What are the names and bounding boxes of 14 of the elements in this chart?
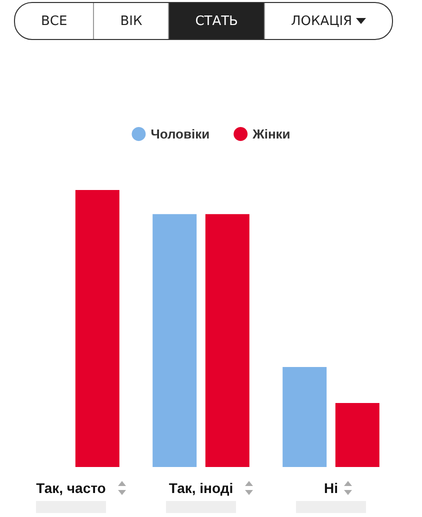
text: ЛОКАЦІЯ <box>264 3 392 39</box>
bar <box>282 367 327 467</box>
bar <box>75 190 120 467</box>
x-tick-label: Так, часто <box>36 480 106 496</box>
x-tick-label: Ні <box>324 480 338 496</box>
text: СТАТЬ <box>168 3 264 39</box>
legend-label: Чоловіки <box>150 126 210 142</box>
bar <box>205 214 250 467</box>
bar <box>335 403 380 467</box>
bar <box>152 214 197 467</box>
x-tick-label: Так, іноді <box>168 480 234 496</box>
legend-label: Жінки <box>252 126 290 142</box>
text: ВІК <box>93 3 168 39</box>
text: ВСЕ <box>40 12 68 30</box>
